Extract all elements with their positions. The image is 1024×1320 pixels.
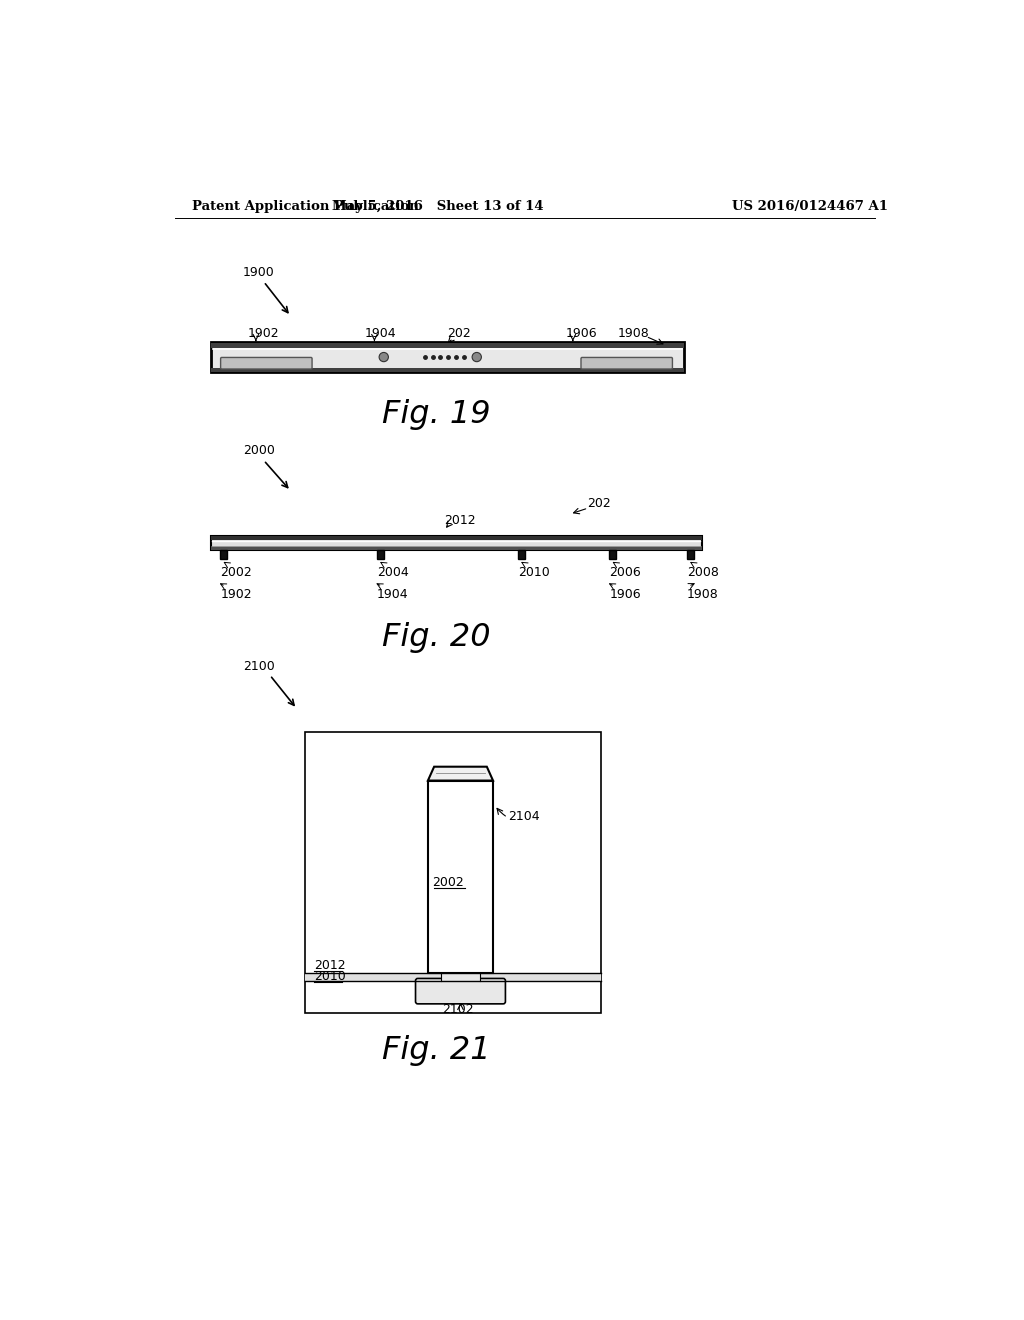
Bar: [211, 368, 684, 372]
Text: 1906: 1906: [566, 327, 597, 341]
Text: 2100: 2100: [243, 660, 274, 673]
Circle shape: [379, 352, 388, 362]
Text: 1900: 1900: [243, 265, 274, 279]
FancyBboxPatch shape: [416, 978, 506, 1003]
Bar: [211, 546, 701, 549]
Text: May 5, 2016   Sheet 13 of 14: May 5, 2016 Sheet 13 of 14: [332, 199, 544, 213]
Text: US 2016/0124467 A1: US 2016/0124467 A1: [732, 199, 889, 213]
Text: 1906: 1906: [609, 589, 641, 601]
Bar: [220, 549, 227, 558]
Bar: [211, 343, 684, 348]
Text: 1908: 1908: [687, 589, 719, 601]
Text: 2010: 2010: [314, 970, 346, 982]
Bar: [377, 549, 384, 558]
Text: 2002: 2002: [220, 566, 252, 579]
Bar: [518, 549, 525, 558]
Text: Fig. 19: Fig. 19: [382, 399, 490, 429]
Text: 2002: 2002: [432, 875, 464, 888]
Text: Patent Application Publication: Patent Application Publication: [191, 199, 418, 213]
Text: 1902: 1902: [220, 589, 252, 601]
FancyBboxPatch shape: [220, 358, 312, 370]
Text: 2104: 2104: [508, 810, 540, 824]
Bar: [609, 549, 616, 558]
Text: 2102: 2102: [442, 1003, 474, 1016]
Polygon shape: [428, 767, 493, 780]
Text: 2010: 2010: [518, 566, 550, 579]
Text: 2008: 2008: [687, 566, 719, 579]
Bar: [211, 536, 701, 540]
Text: 1904: 1904: [365, 327, 396, 341]
Text: 202: 202: [447, 327, 471, 341]
Text: 1904: 1904: [377, 589, 409, 601]
Text: 2012: 2012: [444, 513, 476, 527]
Bar: [305, 733, 601, 1014]
Text: 1908: 1908: [617, 327, 649, 341]
Bar: [687, 549, 693, 558]
Text: 2004: 2004: [377, 566, 409, 579]
Text: 1902: 1902: [248, 327, 280, 341]
Bar: [441, 973, 480, 981]
Text: Fig. 20: Fig. 20: [382, 622, 490, 653]
Circle shape: [472, 352, 481, 362]
Text: Fig. 21: Fig. 21: [382, 1035, 490, 1065]
Text: 2012: 2012: [314, 958, 346, 972]
Bar: [305, 973, 601, 981]
Bar: [211, 536, 701, 549]
Bar: [428, 780, 493, 973]
Text: 202: 202: [587, 496, 610, 510]
Bar: [211, 342, 684, 372]
FancyBboxPatch shape: [581, 358, 673, 370]
Text: 2000: 2000: [243, 445, 274, 458]
Text: 2006: 2006: [609, 566, 641, 579]
